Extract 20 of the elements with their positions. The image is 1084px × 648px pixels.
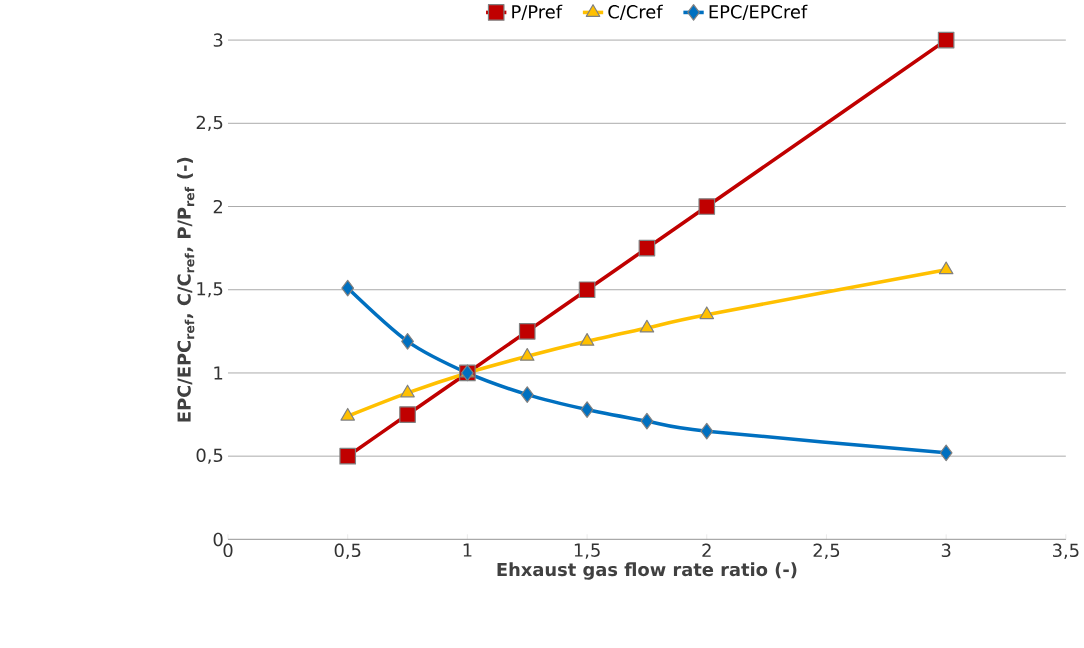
y-axis-title: EPC/EPC$_{ref}$, C/C$_{ref}$, P/P$_{ref}$ (-) xyxy=(177,157,195,422)
y-tick-label: 2 xyxy=(213,199,223,214)
x-tick-label: 3 xyxy=(941,543,951,558)
y-tick-label: 1 xyxy=(214,366,223,380)
x-axis-title: Ehxaust gas flow rate ratio (-) xyxy=(497,562,797,580)
x-tick-label: 1 xyxy=(463,543,472,557)
y-tick-label: 0 xyxy=(213,532,223,547)
legend-label: C/Cref xyxy=(608,4,663,20)
x-tick-label: 0 xyxy=(223,543,233,558)
x-tick-label: 0,5 xyxy=(334,543,361,559)
x-tick-label: 1,5 xyxy=(574,543,600,559)
x-tick-label: 3,5 xyxy=(1052,543,1079,559)
y-tick-label: 2,5 xyxy=(196,115,223,131)
x-tick-label: 2,5 xyxy=(813,543,840,559)
legend-label: P/Pref xyxy=(512,4,563,20)
x-tick-label: 2 xyxy=(702,543,711,557)
legend-label: EPC/EPCref xyxy=(709,4,808,20)
y-tick-label: 3 xyxy=(213,33,223,47)
y-tick-label: 0,5 xyxy=(196,448,223,464)
y-tick-label: 1,5 xyxy=(197,282,223,298)
